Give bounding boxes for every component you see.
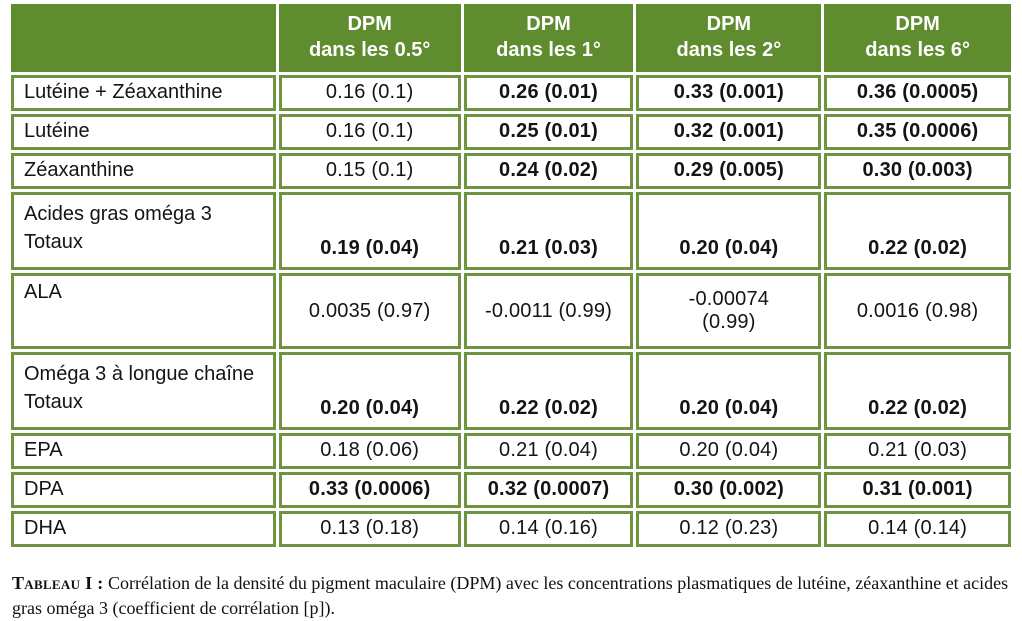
header-col-dpm-1: DPM dans les 1° bbox=[463, 4, 634, 72]
value-cell: 0.0016 (0.98) bbox=[824, 273, 1011, 349]
value-cell: 0.14 (0.16) bbox=[463, 511, 634, 547]
value-cell: 0.21 (0.03) bbox=[463, 192, 634, 270]
caption: Tableau I : Corrélation de la densité du… bbox=[12, 571, 1010, 621]
value-cell: 0.20 (0.04) bbox=[278, 352, 461, 430]
table-row: DPA 0.33 (0.0006) 0.32 (0.0007) 0.30 (0.002… bbox=[11, 472, 1011, 508]
value-cell: 0.29 (0.005) bbox=[636, 153, 822, 189]
caption-label: Tableau I : bbox=[12, 573, 104, 593]
row-label: Zéaxanthine bbox=[11, 153, 276, 189]
header-row: DPM dans les 0.5° DPM dans les 1° DPM da… bbox=[11, 4, 1011, 72]
header-line1: DPM bbox=[895, 13, 940, 36]
value-cell: 0.21 (0.04) bbox=[463, 433, 634, 469]
value-cell: 0.30 (0.002) bbox=[636, 472, 822, 508]
value-cell: 0.33 (0.0006) bbox=[278, 472, 461, 508]
table-row: Lutéine 0.16 (0.1) 0.25 (0.01) 0.32 (0.001)… bbox=[11, 114, 1011, 150]
correlation-table: DPM dans les 0.5° DPM dans les 1° DPM da… bbox=[8, 1, 1014, 550]
value-cell: 0.32 (0.0007) bbox=[463, 472, 634, 508]
value-cell: 0.18 (0.06) bbox=[278, 433, 461, 469]
value-cell: 0.19 (0.04) bbox=[278, 192, 461, 270]
value-cell: 0.21 (0.03) bbox=[824, 433, 1011, 469]
row-label: Acides gras oméga 3 Totaux bbox=[11, 192, 276, 270]
value-cell: 0.16 (0.1) bbox=[278, 114, 461, 150]
table-row: Lutéine + Zéaxanthine 0.16 (0.1) 0.26 (0.0… bbox=[11, 75, 1011, 111]
row-label: ALA bbox=[11, 273, 276, 349]
row-label: EPA bbox=[11, 433, 276, 469]
value-cell: 0.33 (0.001) bbox=[636, 75, 822, 111]
table-row: Acides gras oméga 3 Totaux 0.19 (0.04) 0.21… bbox=[11, 192, 1011, 270]
table-body: Lutéine + Zéaxanthine 0.16 (0.1) 0.26 (0.0… bbox=[11, 75, 1011, 547]
value-cell: 0.0035 (0.97) bbox=[278, 273, 461, 349]
value-cell: 0.30 (0.003) bbox=[824, 153, 1011, 189]
header-line2: dans les 1° bbox=[496, 39, 601, 61]
caption-text: Corrélation de la densité du pigment mac… bbox=[12, 573, 1009, 618]
value-cell: 0.20 (0.04) bbox=[636, 352, 822, 430]
row-label: Lutéine + Zéaxanthine bbox=[11, 75, 276, 111]
value-cell: 0.15 (0.1) bbox=[278, 153, 461, 189]
value-cell: 0.25 (0.01) bbox=[463, 114, 634, 150]
table-row: ALA 0.0035 (0.97) -0.0011 (0.99) -0.00074 (0… bbox=[11, 273, 1011, 349]
row-label: Lutéine bbox=[11, 114, 276, 150]
table-row: EPA 0.18 (0.06) 0.21 (0.04) 0.20 (0.04) 0.21… bbox=[11, 433, 1011, 469]
value-cell: 0.36 (0.0005) bbox=[824, 75, 1011, 111]
value-cell: 0.20 (0.04) bbox=[636, 192, 822, 270]
header-col-dpm-6: DPM dans les 6° bbox=[824, 4, 1011, 72]
header-corner-cell bbox=[11, 4, 276, 72]
header-line2: dans les 6° bbox=[865, 39, 970, 61]
header-col-dpm-2: DPM dans les 2° bbox=[636, 4, 822, 72]
row-label: DHA bbox=[11, 511, 276, 547]
value-cell: 0.22 (0.02) bbox=[463, 352, 634, 430]
table-row: Zéaxanthine 0.15 (0.1) 0.24 (0.02) 0.29 (0.… bbox=[11, 153, 1011, 189]
value-cell: 0.32 (0.001) bbox=[636, 114, 822, 150]
value-cell: 0.24 (0.02) bbox=[463, 153, 634, 189]
value-cell: -0.00074 (0.99) bbox=[636, 273, 822, 349]
table-header: DPM dans les 0.5° DPM dans les 1° DPM da… bbox=[11, 4, 1011, 72]
header-line2: dans les 2° bbox=[676, 39, 782, 61]
row-label: Oméga 3 à longue chaîne Totaux bbox=[11, 352, 276, 430]
value-cell: 0.35 (0.0006) bbox=[824, 114, 1011, 150]
value-cell: 0.13 (0.18) bbox=[278, 511, 461, 547]
value-cell: 0.31 (0.001) bbox=[824, 472, 1011, 508]
header-line1: DPM bbox=[526, 13, 571, 36]
value-cell: 0.14 (0.14) bbox=[824, 511, 1011, 547]
value-cell: 0.16 (0.1) bbox=[278, 75, 461, 111]
value-cell: 0.22 (0.02) bbox=[824, 192, 1011, 270]
table-row: Oméga 3 à longue chaîne Totaux 0.20 (0.04)… bbox=[11, 352, 1011, 430]
header-line1: DPM bbox=[706, 13, 752, 36]
header-line1: DPM bbox=[347, 13, 392, 36]
value-cell: 0.20 (0.04) bbox=[636, 433, 822, 469]
value-cell: -0.0011 (0.99) bbox=[463, 273, 634, 349]
row-label: DPA bbox=[11, 472, 276, 508]
value-cell: 0.26 (0.01) bbox=[463, 75, 634, 111]
value-cell: 0.22 (0.02) bbox=[824, 352, 1011, 430]
header-line2: dans les 0.5° bbox=[308, 39, 431, 61]
header-col-dpm-05: DPM dans les 0.5° bbox=[278, 4, 461, 72]
value-cell: 0.12 (0.23) bbox=[636, 511, 822, 547]
table-row: DHA 0.13 (0.18) 0.14 (0.16) 0.12 (0.23) 0.14… bbox=[11, 511, 1011, 547]
